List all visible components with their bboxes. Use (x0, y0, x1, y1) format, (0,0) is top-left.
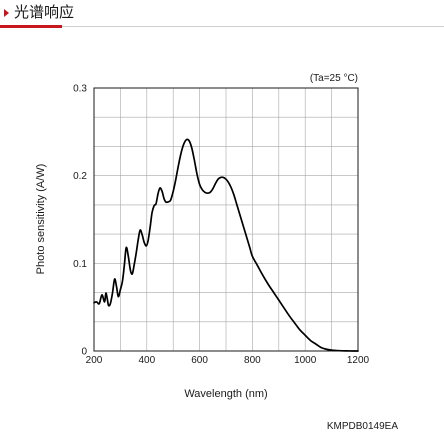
section-title: 光谱响应 (14, 3, 75, 21)
section-header: 光谱响应 (0, 0, 444, 30)
y-axis-ticks: 0 0.1 0.2 0.3 (73, 84, 87, 358)
y-tick-label: 0.3 (73, 84, 87, 95)
x-tick-label: 1200 (347, 355, 370, 366)
x-tick-label: 1000 (294, 355, 317, 366)
x-tick-label: 800 (244, 355, 261, 366)
triangle-bullet-icon (4, 9, 9, 17)
figure-code: KMPDB0149EA (327, 421, 398, 432)
header-accent-bar (0, 25, 62, 28)
y-tick-label: 0.1 (73, 259, 87, 270)
sensitivity-curve (93, 138, 359, 352)
temperature-condition: (Ta=25 °C) (310, 73, 358, 84)
x-tick-label: 600 (191, 355, 208, 366)
header-divider (0, 26, 444, 27)
series-layer (93, 138, 359, 352)
y-tick-label: 0 (81, 347, 87, 358)
x-tick-label: 400 (138, 355, 155, 366)
x-axis-ticks: 200 400 600 800 1000 1200 (86, 355, 370, 366)
y-axis-title: Photo sensitivity (A/W) (35, 164, 47, 275)
x-tick-label: 200 (86, 355, 103, 366)
x-axis-title: Wavelength (nm) (184, 388, 267, 400)
plot-frame (93, 87, 359, 352)
grid (94, 88, 358, 351)
y-tick-label: 0.2 (73, 171, 87, 182)
